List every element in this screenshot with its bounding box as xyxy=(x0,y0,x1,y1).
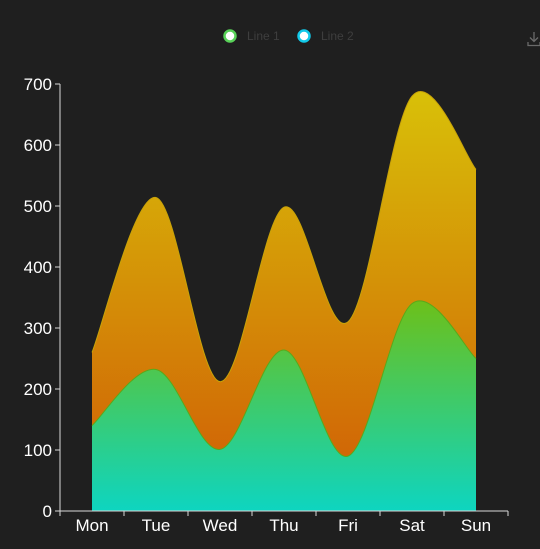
x-tick-label-fri: Fri xyxy=(338,516,358,535)
legend-item-line-2[interactable]: Line 2 xyxy=(297,29,355,43)
x-tick-label-wed: Wed xyxy=(203,516,238,535)
x-tick-label-sat: Sat xyxy=(399,516,425,535)
y-tick-label: 500 xyxy=(24,197,52,216)
x-tick-label-mon: Mon xyxy=(75,516,108,535)
x-tick-label-tue: Tue xyxy=(142,516,171,535)
series-line-1-curve xyxy=(91,300,477,457)
y-tick-label: 100 xyxy=(24,441,52,460)
x-tick-label-thu: Thu xyxy=(269,516,298,535)
legend-item-line-1[interactable]: Line 1 xyxy=(223,29,281,43)
x-axis: Mon Tue Wed Thu Fri Sat Sun xyxy=(59,510,509,535)
y-tick-label: 600 xyxy=(24,136,52,155)
download-icon[interactable] xyxy=(527,30,540,48)
legend-label-line-2: Line 2 xyxy=(321,29,354,43)
legend-marker-line-1 xyxy=(223,29,237,43)
y-tick-label: 200 xyxy=(24,380,52,399)
legend-marker-line-2 xyxy=(297,29,311,43)
y-tick-label: 700 xyxy=(24,75,52,94)
area-series-line-1 xyxy=(92,300,476,511)
legend-label-line-1: Line 1 xyxy=(247,29,280,43)
y-tick-label: 300 xyxy=(24,319,52,338)
series-line-2-curve xyxy=(91,91,477,383)
x-tick-label-sun: Sun xyxy=(461,516,491,535)
y-axis: 0 100 200 300 400 500 600 700 xyxy=(24,75,61,521)
legend: Line 1 Line 2 xyxy=(223,29,355,43)
y-tick-label: 400 xyxy=(24,258,52,277)
y-tick-label: 0 xyxy=(43,502,52,521)
